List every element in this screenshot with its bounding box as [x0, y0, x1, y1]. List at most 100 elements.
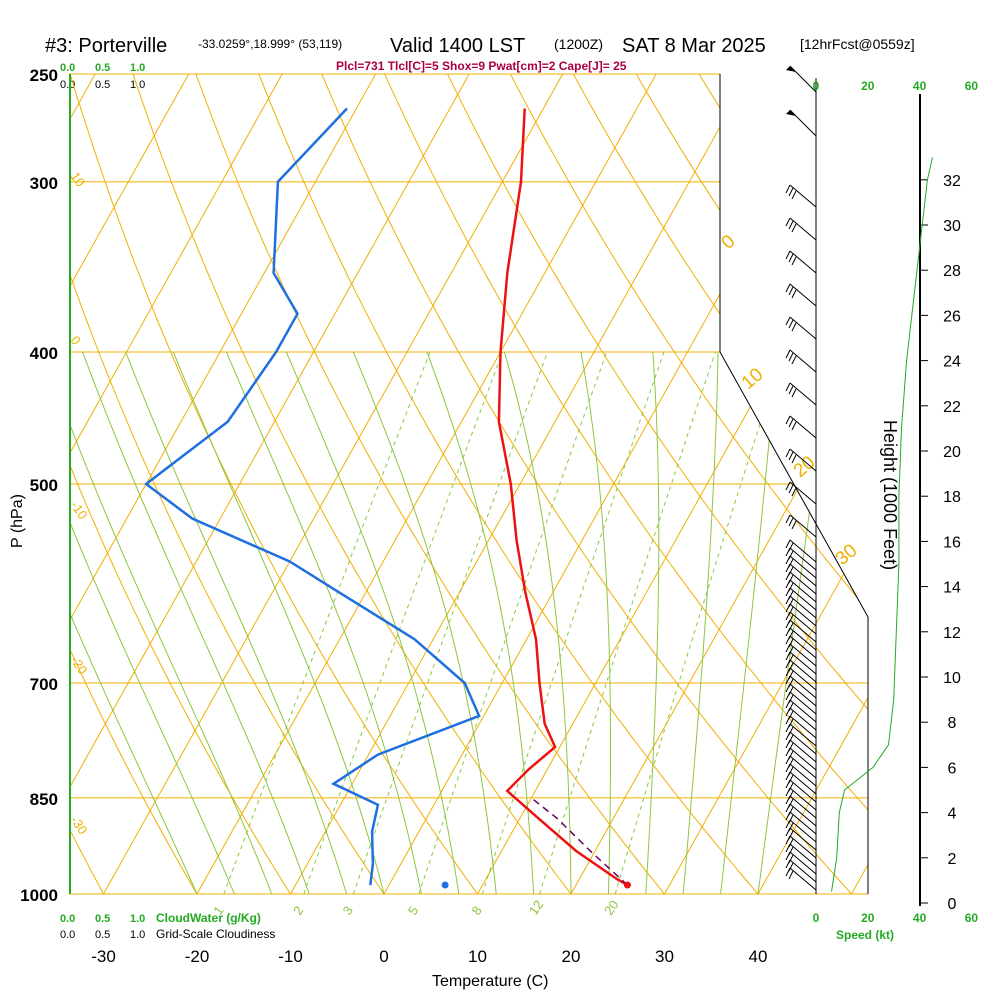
moist-adiabat-line: [757, 351, 832, 894]
moist-adiabat-line: [70, 351, 235, 894]
moist-adiabat-line: [125, 351, 348, 894]
dry-adiabat-line: [559, 74, 868, 894]
wind-barb-staff: [789, 635, 817, 659]
wind-barb: [785, 859, 817, 883]
wind-barb: [785, 867, 817, 891]
isotherm-line: [70, 74, 470, 894]
wind-barb-staff: [789, 563, 817, 587]
wind-barb-feather: [785, 349, 791, 359]
wind-barb-staff: [789, 316, 817, 340]
wind-barb-feather: [785, 827, 791, 837]
wind-barb-staff: [789, 739, 817, 763]
height-tick-18: 18: [943, 489, 961, 506]
wind-barb: [785, 843, 817, 867]
wind-barb-feather: [785, 859, 791, 869]
wind-barb-staff: [789, 763, 817, 787]
mixing-ratio-label: 8: [468, 903, 484, 918]
speed-tick-bottom-40: 40: [913, 911, 927, 925]
mixing-ratio-label: 12: [526, 897, 547, 917]
moist-adiabat-label: 20: [790, 452, 820, 482]
moist-adiabat-line: [645, 351, 660, 894]
wind-barb-staff: [789, 651, 817, 675]
wind-barb-staff: [789, 250, 817, 274]
wind-barb: [785, 283, 817, 307]
wind-barb-feather: [785, 691, 791, 701]
title-zulu: (1200Z): [554, 36, 603, 52]
wind-barb-feather: [785, 819, 791, 829]
wind-barb-staff: [789, 771, 817, 795]
mixing-ratio-lines: [223, 351, 784, 894]
speed-tick-bottom-20: 20: [861, 911, 875, 925]
wind-barb-feather: [785, 843, 791, 853]
wind-barb: [785, 651, 817, 675]
mixing-ratio-label: 2: [290, 903, 306, 918]
speed-tick-bottom-60: 60: [965, 911, 979, 925]
wind-barb-feather: [791, 223, 797, 233]
speed-tick-top-20: 20: [861, 79, 875, 93]
cloudwater-scale-top: 0.0 0.5 1.0 0.0 0.5 1.0: [60, 62, 145, 91]
height-tick-24: 24: [943, 354, 961, 371]
height-tick-32: 32: [943, 173, 961, 190]
moist-adiabat-line: [682, 351, 719, 894]
wind-barb: [785, 811, 817, 835]
wind-barb-staff: [789, 555, 817, 579]
wind-barb: [785, 779, 817, 803]
wind-barb-staff: [789, 867, 817, 891]
temperature-axis: -30 -20 -10 0 10 20 30 40: [91, 947, 767, 966]
mixing-ratio-line: [481, 351, 665, 894]
wind-barb-feather: [785, 867, 791, 877]
wind-barb-feather: [785, 250, 791, 260]
wind-barb-feather: [785, 755, 791, 765]
wind-barb: [786, 109, 817, 137]
wind-barb-feather: [788, 220, 794, 230]
pressure-tick-700: 700: [30, 675, 58, 694]
wind-barb-staff: [789, 747, 817, 771]
wind-barb-feather: [785, 611, 791, 621]
speed-tick-top-0: 0: [813, 79, 820, 93]
wind-barb-feather: [788, 187, 794, 197]
wind-barb-feather: [785, 555, 791, 565]
cloudiness-bottom-tick-0: 0.0: [60, 929, 75, 941]
wind-barb-feather: [785, 643, 791, 653]
height-tick-8: 8: [948, 715, 957, 732]
wind-barb-staff: [789, 683, 817, 707]
moist-adiabat-line: [426, 351, 535, 894]
wind-barb-feather: [785, 635, 791, 645]
wind-barb: [785, 747, 817, 771]
wind-barb-feather: [785, 723, 791, 733]
dry-adiabat-line: [186, 74, 665, 894]
wind-barb-feather: [788, 253, 794, 263]
pressure-tick-500: 500: [30, 476, 58, 495]
wind-barb-staff: [789, 587, 817, 611]
moist-adiabat-line: [285, 351, 460, 894]
wind-barb-feather: [785, 587, 791, 597]
wind-barb-feather: [785, 603, 791, 613]
wind-barb-staff: [789, 415, 817, 439]
wind-barb: [785, 250, 817, 274]
wind-barb-staff: [789, 795, 817, 819]
stability-indices: Plcl=731 Tlcl[C]=5 Shox=9 Pwat[cm]=2 Cap…: [336, 59, 627, 73]
wind-barb: [785, 481, 817, 505]
wind-barb: [785, 587, 817, 611]
temperature-tick-0: 0: [379, 947, 388, 966]
wind-barb: [785, 723, 817, 747]
wind-barb: [785, 691, 817, 715]
wind-barb-feather: [785, 835, 791, 845]
surface-temperature-dot: [623, 881, 631, 889]
speed-tick-top-40: 40: [913, 79, 927, 93]
wind-barb-staff: [789, 595, 817, 619]
moist-adiabat-label: 30: [832, 540, 862, 570]
wind-barb-feather: [785, 787, 791, 797]
height-tick-0: 0: [948, 896, 957, 913]
wind-barb-staff: [789, 667, 817, 691]
wind-barb: [785, 755, 817, 779]
title-station: #3: Porterville: [45, 35, 167, 57]
isotherm-line: [196, 74, 657, 894]
speed-tick-top-60: 60: [965, 79, 979, 93]
cloudwater-bottom-tick-1: 0.5: [95, 913, 110, 925]
wind-barb: [785, 415, 817, 439]
title-fcst: [12hrFcst@0559z]: [800, 36, 915, 52]
height-tick-28: 28: [943, 263, 961, 280]
